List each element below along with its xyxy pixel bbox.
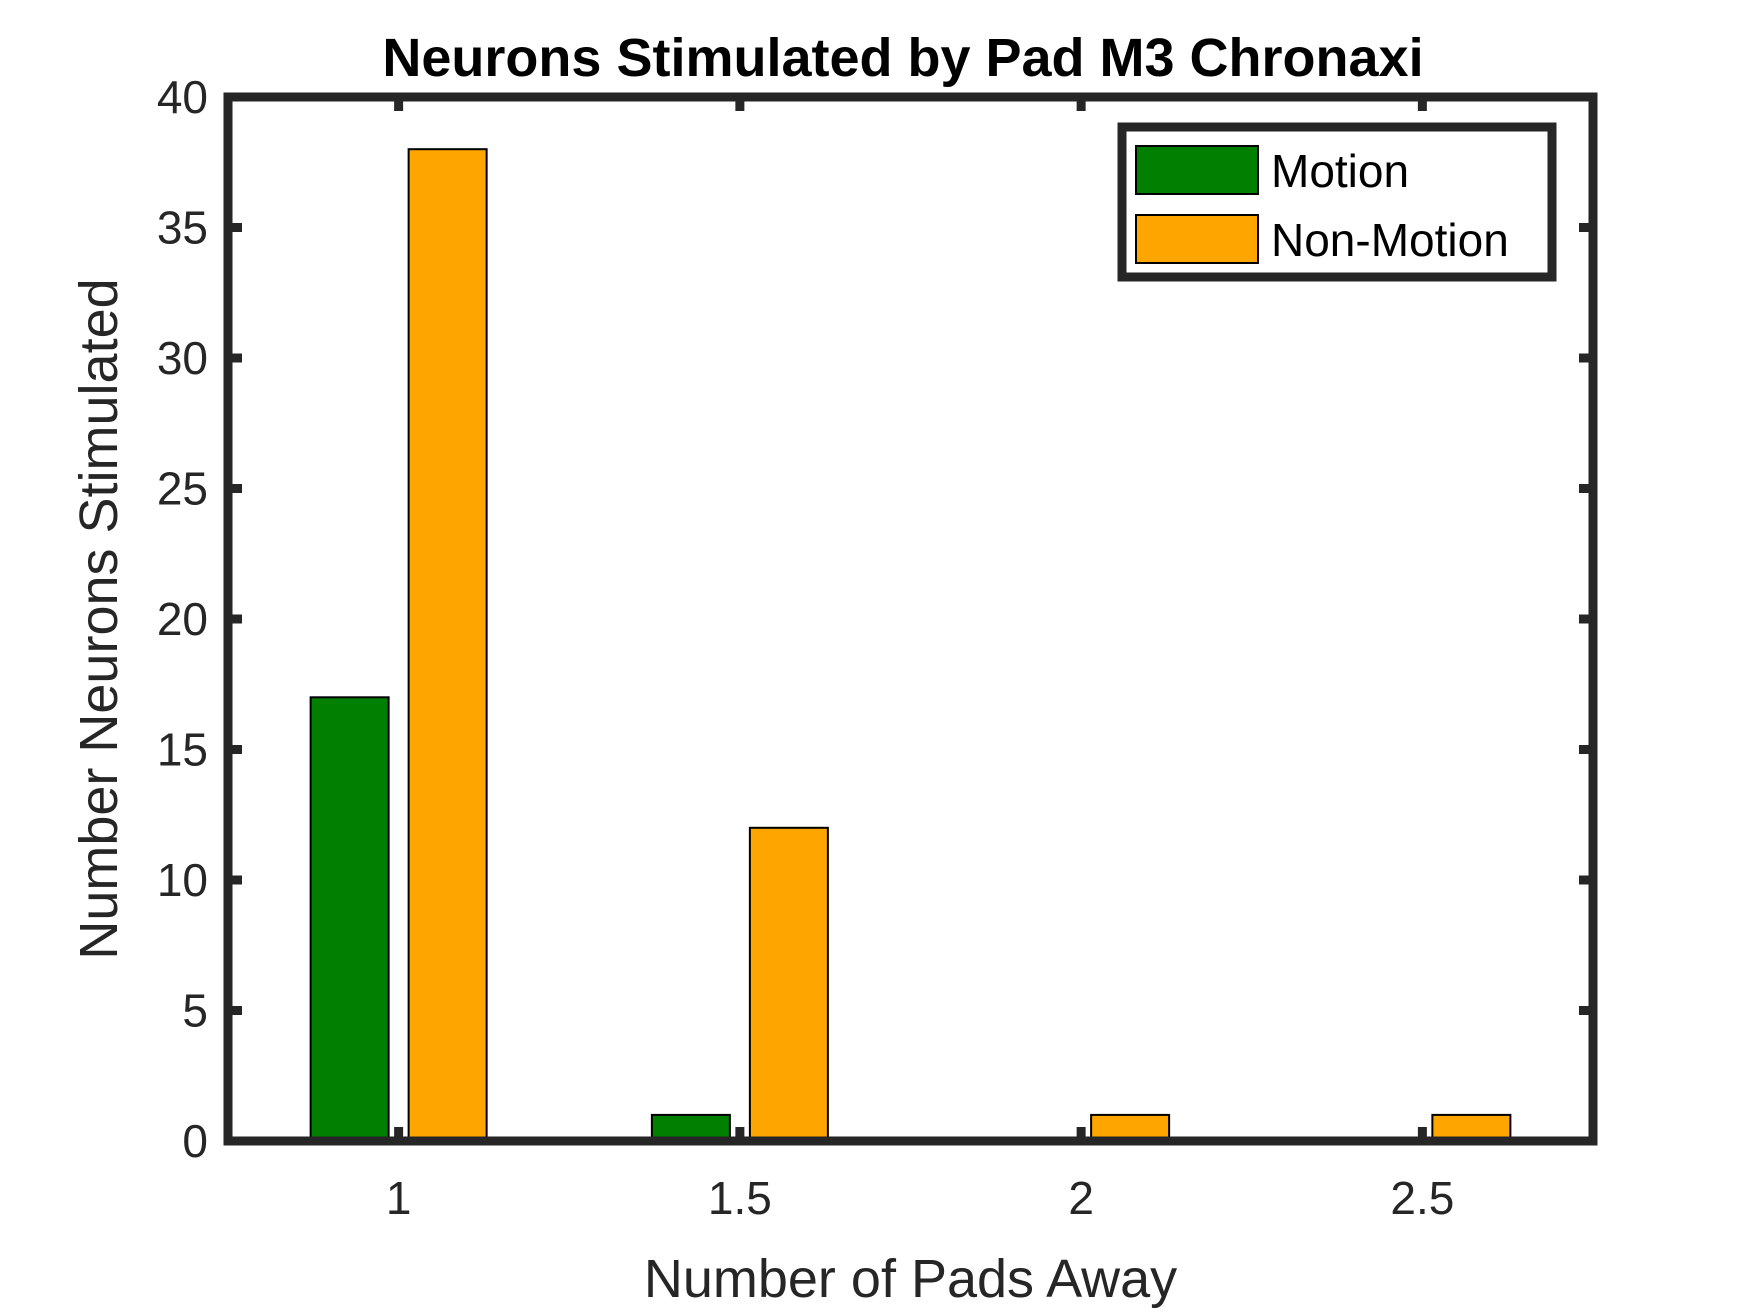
y-tick-label: 25	[157, 463, 208, 515]
y-tick-label: 35	[157, 202, 208, 254]
y-tick-label: 20	[157, 593, 208, 645]
y-tick-label: 40	[157, 71, 208, 123]
x-tick-label: 2.5	[1390, 1172, 1454, 1224]
y-tick-label: 15	[157, 724, 208, 776]
x-tick-label: 1.5	[708, 1172, 772, 1224]
legend-swatch-non-motion	[1135, 214, 1259, 264]
bar-non-motion-1.5	[748, 826, 829, 1142]
chart-title: Neurons Stimulated by Pad M3 Chronaxi	[382, 28, 1423, 88]
y-tick-label: 5	[182, 985, 208, 1037]
legend-swatch-motion	[1135, 145, 1259, 195]
x-tick-label: 2	[1068, 1172, 1094, 1224]
legend-label-non-motion: Non-Motion	[1271, 214, 1509, 266]
y-tick-label: 10	[157, 854, 208, 906]
bars-layer	[309, 148, 1512, 1143]
y-tick-label: 0	[182, 1115, 208, 1167]
bar-non-motion-1	[407, 148, 488, 1142]
bar-motion-1	[309, 696, 390, 1142]
y-tick-label: 30	[157, 332, 208, 384]
x-tick-label: 1	[386, 1172, 412, 1224]
legend: Motion Non-Motion	[1117, 122, 1557, 282]
legend-label-motion: Motion	[1271, 145, 1409, 197]
tick-labels: 0 5 10 15 20 25 30 35 40 1 1.5 2 2.5	[157, 71, 1455, 1224]
axes-box	[223, 92, 1598, 1146]
x-axis-label: Number of Pads Away	[644, 1249, 1177, 1309]
y-axis-label: Number Neurons Stimulated	[69, 278, 129, 959]
